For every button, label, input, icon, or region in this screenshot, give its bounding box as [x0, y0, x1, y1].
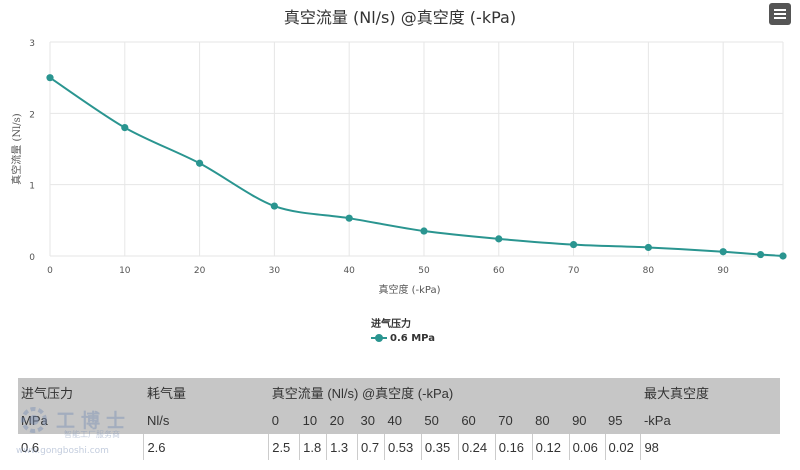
vac-header-cell: 90: [569, 406, 606, 434]
cell-flow: 0.02: [604, 434, 641, 460]
data-point[interactable]: [495, 235, 503, 243]
x-tick-label: 20: [194, 266, 206, 276]
vac-header-cell: 40: [384, 406, 422, 434]
plot-svg: 0 10 20 30 40 50 60 70 80 90 0 1 2 3 真空度 (-kPa) 真空流量 (N…: [10, 39, 787, 296]
legend-title: 进气压力: [371, 319, 411, 330]
x-tick-label: 50: [418, 266, 430, 276]
x-tick-label: 10: [119, 266, 131, 276]
data-point[interactable]: [121, 124, 129, 132]
unit-mpa: MPa: [18, 406, 144, 434]
unit-kpa: -kPa: [640, 406, 780, 434]
legend-item-0-6mpa[interactable]: 0.6 MPa: [371, 333, 435, 344]
header-inlet-pressure: 进气压力: [18, 378, 144, 406]
cell-flow: 2.5: [268, 434, 300, 460]
vac-header-cell: 50: [421, 406, 459, 434]
header-max-vacuum: 最大真空度: [640, 378, 780, 406]
vac-header-cell: 70: [495, 406, 533, 434]
x-tick-label: 70: [568, 266, 580, 276]
table-row: 0.6 2.6 2.5 1.8 1.3 0.7 0.53 0.35 0.24 0…: [18, 434, 780, 460]
data-point[interactable]: [756, 250, 765, 259]
vac-header-cell: 0: [268, 406, 300, 434]
x-axis-label: 真空度 (-kPa): [378, 283, 440, 296]
cell-flow: 0.16: [494, 434, 533, 460]
chart-title: 真空流量 (Nl/s) @真空度 (-kPa): [283, 8, 517, 27]
y-tick-label: 2: [29, 110, 35, 120]
cell-flow: 0.12: [531, 434, 570, 460]
vac-header-cell: 95: [605, 406, 641, 434]
header-vacuum-flow: 真空流量 (Nl/s) @真空度 (-kPa): [268, 378, 641, 406]
cell-flow: 1.3: [326, 434, 358, 460]
x-tick-label: 40: [343, 266, 355, 276]
cell-flow: 0.06: [568, 434, 606, 460]
y-axis-label: 真空流量 (Nl/s): [10, 113, 23, 185]
series-line: [49, 76, 784, 257]
legend-label: 0.6 MPa: [390, 333, 435, 344]
cell-flow: 0.35: [420, 434, 459, 460]
data-point[interactable]: [644, 243, 652, 252]
data-point[interactable]: [46, 74, 54, 82]
cell-max-vacuum: 98: [640, 434, 780, 460]
x-tick-label: 80: [643, 266, 655, 276]
x-tick-label: 60: [493, 266, 505, 276]
data-point[interactable]: [420, 227, 428, 235]
vac-header-cell: 80: [532, 406, 570, 434]
y-tick-label: 0: [29, 253, 35, 263]
cell-flow: 0.7: [357, 434, 385, 460]
chart-area: 真空流量 (Nl/s) @真空度 (-kPa) 0 10 20 30 40 50 60 70 8…: [10, 3, 791, 344]
data-point[interactable]: [779, 252, 787, 260]
cell-flow: 0.53: [383, 434, 422, 460]
data-point[interactable]: [270, 202, 278, 210]
x-tick-label: 30: [269, 266, 281, 276]
table-header-row-1: 进气压力 耗气量 真空流量 (Nl/s) @真空度 (-kPa) 最大真空度: [18, 378, 780, 406]
data-point[interactable]: [345, 214, 353, 222]
legend-line-marker-icon: [371, 333, 387, 343]
vac-header-cell: 30: [357, 406, 385, 434]
data-point[interactable]: [195, 159, 204, 167]
data-point[interactable]: [719, 248, 727, 256]
cell-pressure: 0.6: [18, 434, 144, 460]
cell-flow: 0.24: [457, 434, 496, 460]
table-header-row-2: MPa Nl/s 0 10 20 30 40 50 60 70 80 90 95…: [18, 406, 780, 434]
y-tick-label: 1: [29, 182, 35, 192]
vac-header-cell: 10: [299, 406, 327, 434]
cell-consumption: 2.6: [143, 434, 269, 460]
vac-header-cell: 20: [326, 406, 358, 434]
chart-menu-button[interactable]: [769, 3, 791, 25]
x-tick-label: 90: [717, 266, 729, 276]
unit-nls: Nl/s: [143, 406, 269, 434]
vac-header-cell: 60: [458, 406, 496, 434]
cell-flow: 1.8: [299, 434, 327, 460]
x-tick-label: 0: [47, 266, 53, 276]
header-air-consumption: 耗气量: [143, 378, 269, 406]
spec-table: 进气压力 耗气量 真空流量 (Nl/s) @真空度 (-kPa) 最大真空度 M…: [18, 378, 780, 460]
data-point[interactable]: [569, 240, 578, 249]
y-tick-label: 3: [29, 39, 35, 49]
